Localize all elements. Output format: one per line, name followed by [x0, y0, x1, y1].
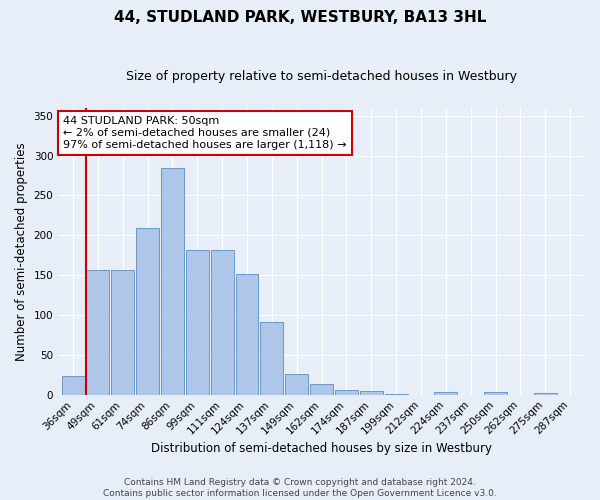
Bar — [335, 390, 358, 394]
Title: Size of property relative to semi-detached houses in Westbury: Size of property relative to semi-detach… — [126, 70, 517, 83]
Bar — [286, 374, 308, 394]
Bar — [112, 270, 134, 394]
Bar — [360, 390, 383, 394]
Bar — [484, 392, 507, 394]
Bar — [186, 250, 209, 394]
Bar — [211, 250, 233, 394]
Text: 44 STUDLAND PARK: 50sqm
← 2% of semi-detached houses are smaller (24)
97% of sem: 44 STUDLAND PARK: 50sqm ← 2% of semi-det… — [64, 116, 347, 150]
Bar — [136, 228, 159, 394]
Y-axis label: Number of semi-detached properties: Number of semi-detached properties — [15, 142, 28, 360]
Bar — [434, 392, 457, 394]
Text: 44, STUDLAND PARK, WESTBURY, BA13 3HL: 44, STUDLAND PARK, WESTBURY, BA13 3HL — [114, 10, 486, 25]
Bar — [310, 384, 333, 394]
Bar — [534, 393, 557, 394]
Bar — [161, 168, 184, 394]
Bar — [86, 270, 109, 394]
Bar — [236, 274, 259, 394]
Bar — [260, 322, 283, 394]
Text: Contains HM Land Registry data © Crown copyright and database right 2024.
Contai: Contains HM Land Registry data © Crown c… — [103, 478, 497, 498]
X-axis label: Distribution of semi-detached houses by size in Westbury: Distribution of semi-detached houses by … — [151, 442, 492, 455]
Bar — [62, 376, 85, 394]
